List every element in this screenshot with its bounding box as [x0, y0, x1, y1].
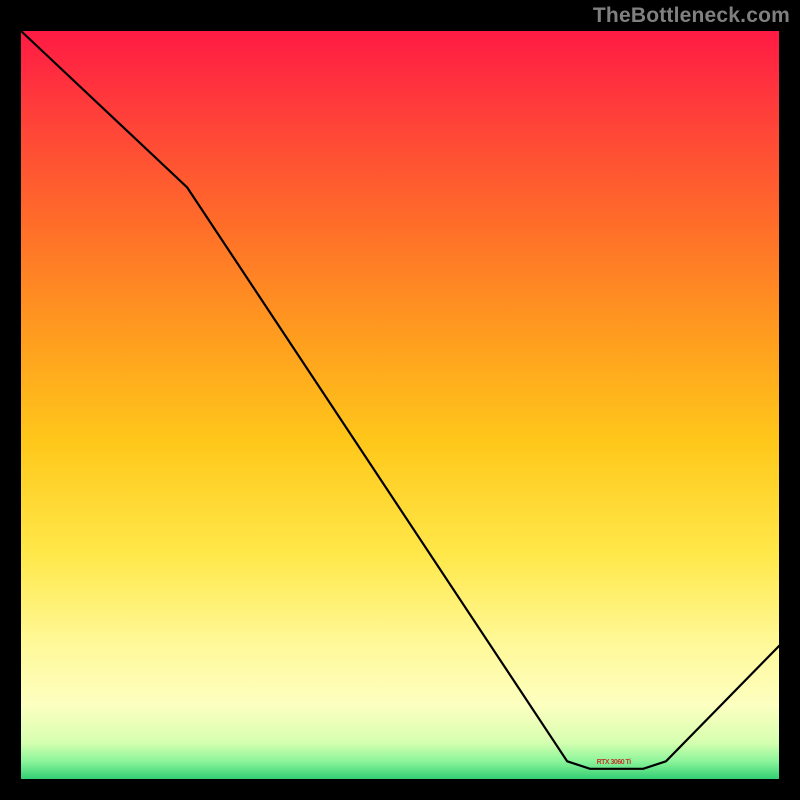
- plot-background: [20, 30, 780, 780]
- chart-svg: [0, 0, 800, 800]
- chart-container: TheBottleneck.com RTX 3060 Ti: [0, 0, 800, 800]
- datum-label: RTX 3060 Ti: [597, 759, 631, 766]
